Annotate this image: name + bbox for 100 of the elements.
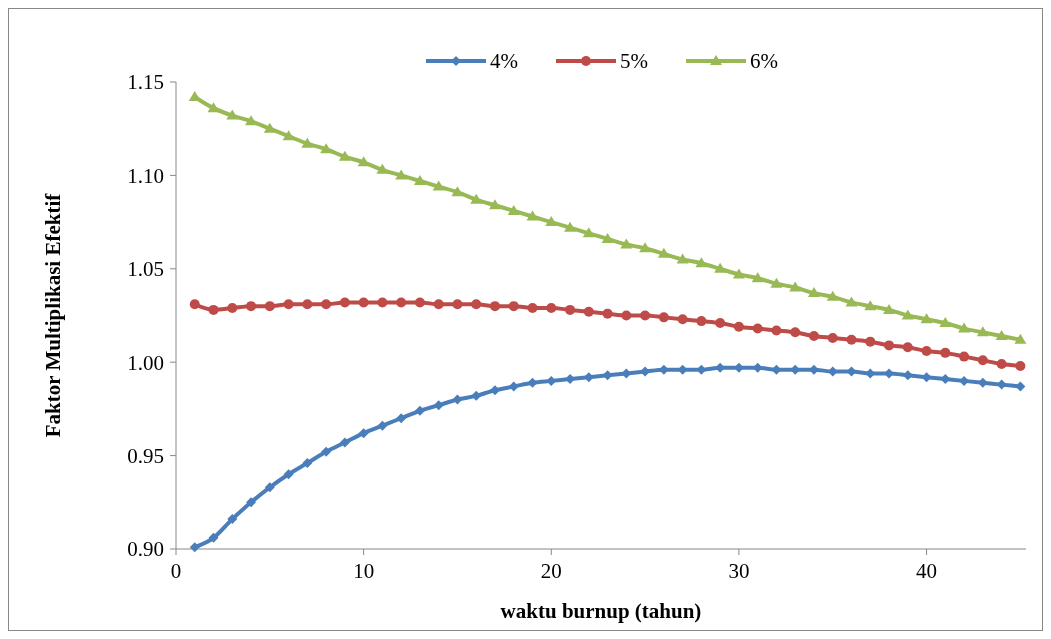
- point: [639, 242, 652, 253]
- point: [283, 469, 294, 480]
- point: [339, 437, 350, 448]
- point: [827, 332, 838, 343]
- point: [302, 299, 313, 310]
- point: [959, 351, 970, 362]
- point: [264, 301, 275, 312]
- point: [396, 413, 407, 424]
- point: [621, 310, 632, 321]
- x-tick-label: 0: [170, 559, 182, 584]
- point: [226, 109, 239, 120]
- point: [301, 137, 314, 148]
- y-tick-label: 1.15: [127, 70, 164, 95]
- point: [565, 304, 576, 315]
- point: [732, 268, 745, 279]
- x-tick-label: 10: [353, 559, 375, 584]
- point: [546, 303, 557, 314]
- point: [958, 322, 971, 333]
- point: [471, 390, 482, 401]
- point: [376, 163, 389, 174]
- point: [751, 272, 764, 283]
- point: [582, 227, 595, 238]
- x-tick-label: 40: [916, 559, 938, 584]
- point: [845, 296, 858, 307]
- point: [658, 312, 669, 323]
- point: [395, 169, 408, 180]
- x-axis-title: waktu burnup (tahun): [500, 599, 702, 623]
- point: [620, 238, 633, 249]
- point: [696, 316, 707, 327]
- point: [676, 253, 689, 264]
- point: [884, 340, 895, 351]
- point: [846, 334, 857, 345]
- point: [883, 303, 896, 314]
- point: [920, 313, 933, 324]
- point: [489, 301, 500, 312]
- point: [207, 102, 220, 113]
- point: [357, 156, 370, 167]
- point: [320, 143, 333, 154]
- point: [996, 359, 1007, 370]
- point: [358, 428, 369, 439]
- point: [507, 204, 520, 215]
- x-tick-label: 30: [728, 559, 750, 584]
- point: [338, 150, 351, 161]
- point: [414, 297, 425, 308]
- point: [1014, 333, 1027, 344]
- point: [283, 299, 294, 310]
- point: [508, 381, 519, 392]
- point: [714, 262, 727, 273]
- y-tick-label: 0.90: [127, 537, 164, 562]
- point: [245, 115, 258, 126]
- point: [771, 325, 782, 336]
- y-tick-label: 0.95: [127, 443, 164, 468]
- point: [527, 303, 538, 314]
- point: [282, 130, 295, 141]
- point: [921, 345, 932, 356]
- point: [227, 514, 238, 525]
- point: [902, 342, 913, 353]
- point: [263, 122, 276, 133]
- point: [864, 300, 877, 311]
- point: [471, 299, 482, 310]
- point: [976, 326, 989, 337]
- point: [321, 299, 332, 310]
- point: [321, 446, 332, 457]
- point: [807, 287, 820, 298]
- point: [451, 186, 464, 197]
- point: [695, 257, 708, 268]
- point: [901, 309, 914, 320]
- point: [508, 301, 519, 312]
- point: [790, 327, 801, 338]
- point: [339, 297, 350, 308]
- point: [433, 400, 444, 411]
- point: [488, 199, 501, 210]
- point: [452, 394, 463, 405]
- point: [583, 306, 594, 317]
- point: [977, 355, 988, 366]
- point: [939, 316, 952, 327]
- point: [302, 458, 313, 469]
- point: [770, 277, 783, 288]
- point: [995, 330, 1008, 341]
- point: [564, 221, 577, 232]
- point: [715, 317, 726, 328]
- point: [377, 420, 388, 431]
- point: [377, 297, 388, 308]
- point: [733, 321, 744, 332]
- legend-label: 6%: [750, 49, 778, 74]
- x-tick-label: 20: [540, 559, 562, 584]
- point: [432, 180, 445, 191]
- point: [526, 210, 539, 221]
- point: [396, 297, 407, 308]
- point: [865, 336, 876, 347]
- point: [789, 281, 802, 292]
- point: [640, 310, 651, 321]
- point: [189, 299, 200, 310]
- point: [246, 301, 257, 312]
- point: [808, 331, 819, 342]
- point: [752, 323, 763, 334]
- point: [413, 175, 426, 185]
- point: [433, 299, 444, 310]
- legend-label: 5%: [620, 49, 648, 74]
- point: [489, 385, 500, 396]
